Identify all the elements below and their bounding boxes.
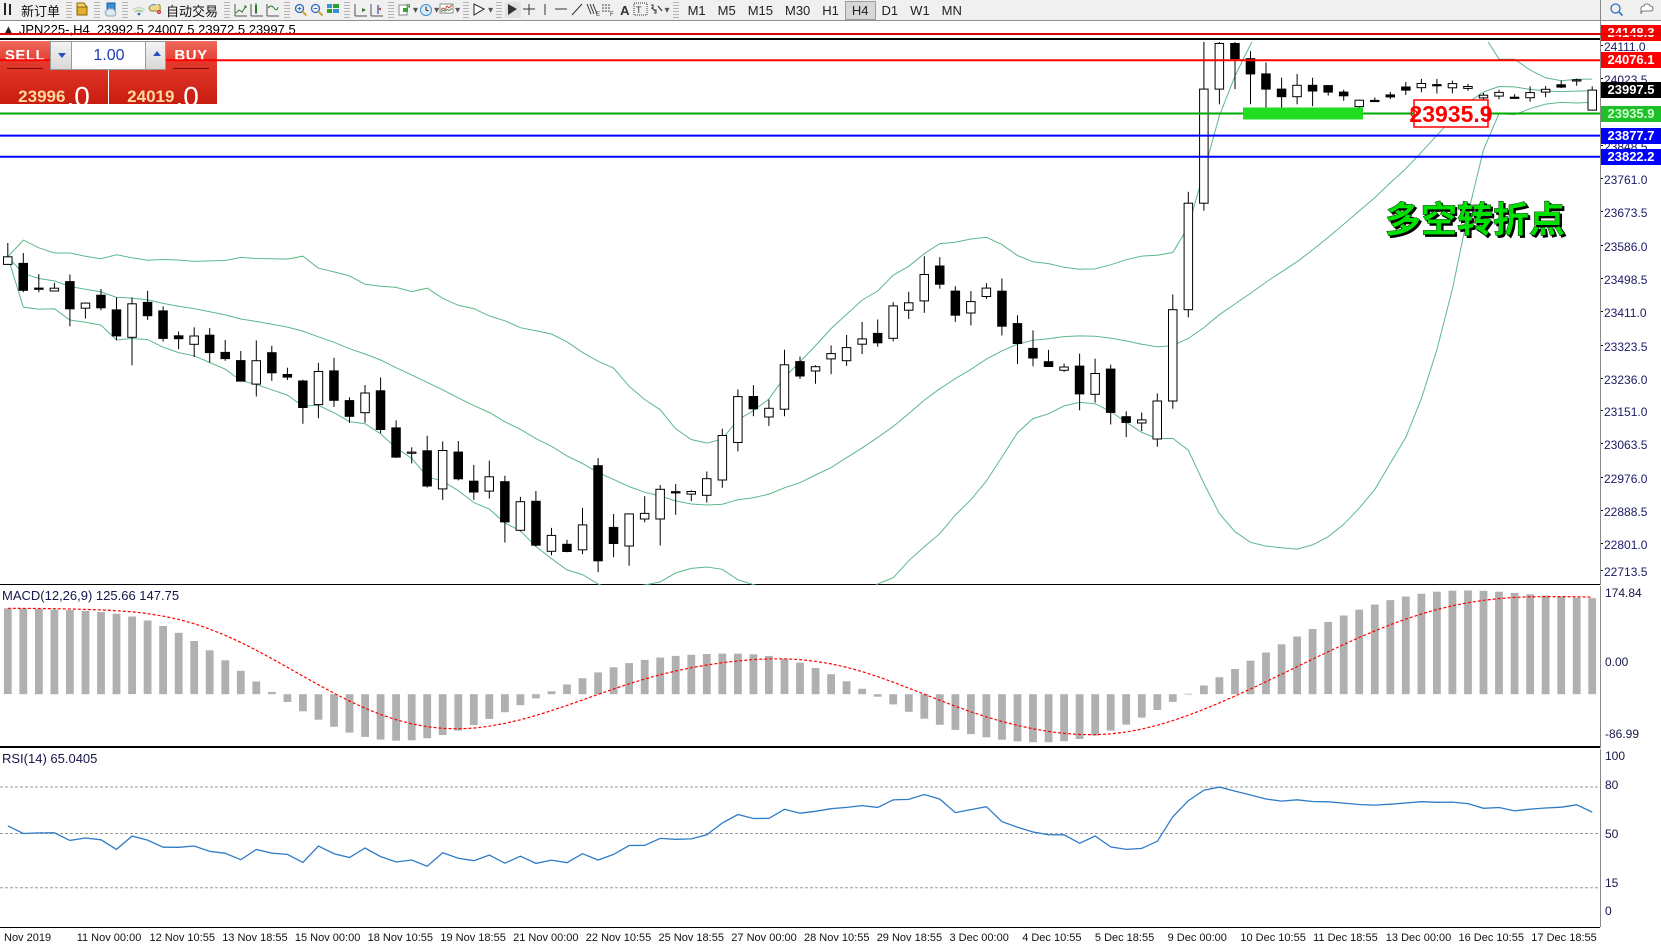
svg-text:E: E: [596, 12, 600, 18]
svg-text:F: F: [610, 12, 614, 18]
svg-text:T: T: [636, 5, 642, 15]
